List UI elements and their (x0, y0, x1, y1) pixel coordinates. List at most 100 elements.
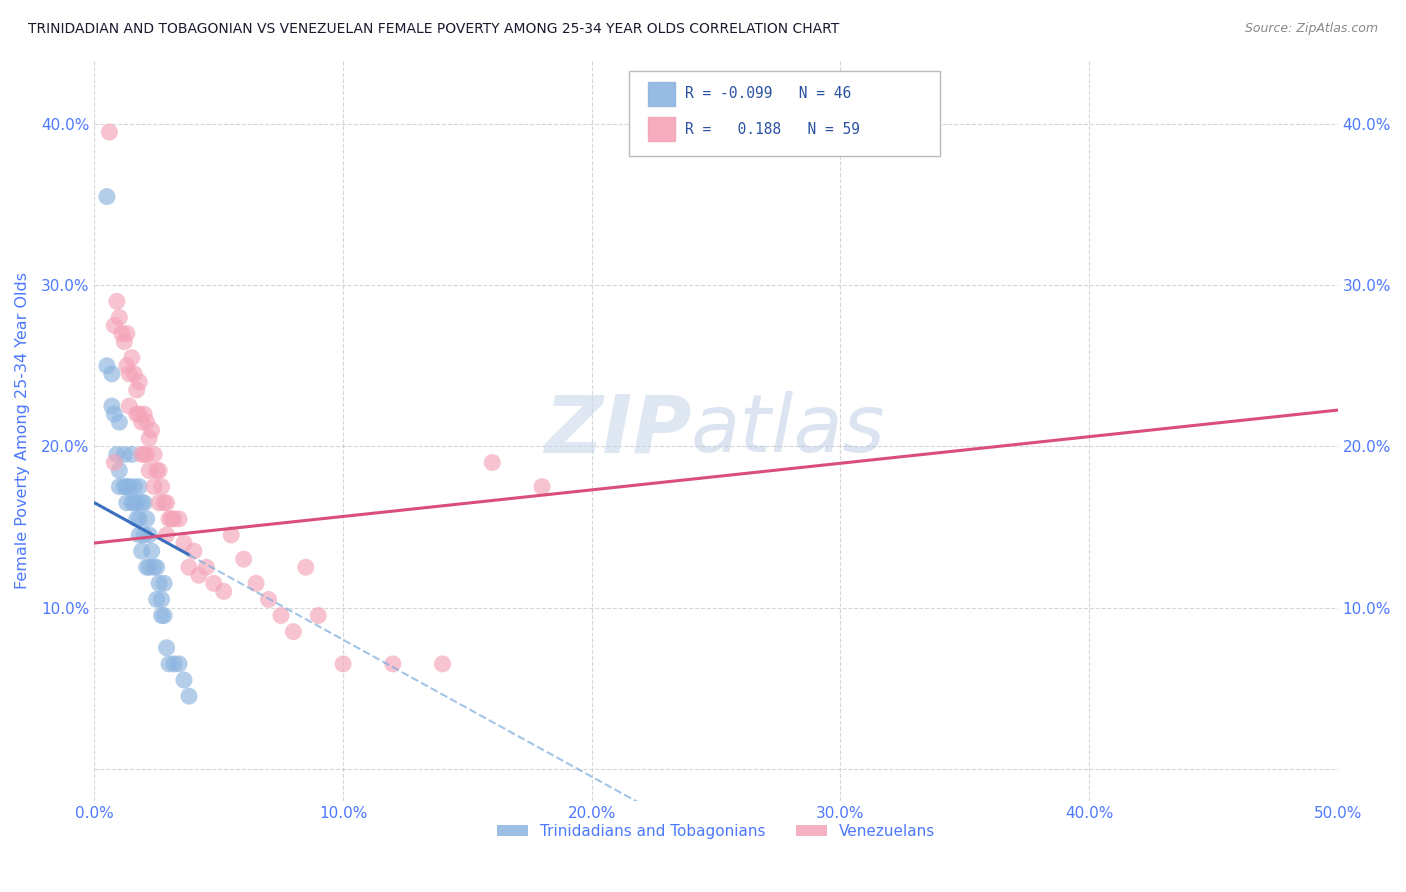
Point (167, 512, 190, 526)
Point (128, 528, 150, 542)
Point (283, 624, 305, 639)
Text: TRINIDADIAN AND TOBAGONIAN VS VENEZUELAN FEMALE POVERTY AMONG 25-34 YEAR OLDS CO: TRINIDADIAN AND TOBAGONIAN VS VENEZUELAN… (28, 22, 839, 37)
Point (128, 512, 150, 526)
Point (112, 480, 135, 494)
Point (125, 383, 148, 397)
Text: R = -0.099   N = 46: R = -0.099 N = 46 (685, 87, 851, 101)
Point (134, 496, 156, 510)
Point (101, 399, 124, 413)
Text: atlas: atlas (692, 392, 886, 469)
Text: ZIP: ZIP (544, 392, 692, 469)
Bar (648, 82, 675, 105)
Point (270, 608, 292, 623)
Point (145, 463, 167, 477)
Point (108, 310, 131, 325)
Point (115, 359, 138, 373)
Point (118, 480, 141, 494)
Point (141, 544, 163, 558)
Point (332, 657, 354, 671)
Point (381, 657, 404, 671)
Point (135, 512, 157, 526)
Point (148, 576, 170, 591)
Point (138, 463, 160, 477)
Point (219, 528, 242, 542)
Point (135, 415, 157, 429)
Point (145, 560, 167, 574)
Point (153, 576, 176, 591)
Point (128, 375, 150, 389)
Point (155, 496, 177, 510)
Point (202, 576, 225, 591)
Point (481, 455, 503, 469)
Point (122, 367, 145, 381)
Point (138, 431, 160, 445)
Point (163, 512, 186, 526)
Point (173, 673, 195, 687)
Point (307, 608, 329, 623)
Point (103, 455, 125, 469)
Point (121, 447, 143, 461)
Text: R =   0.188   N = 59: R = 0.188 N = 59 (685, 122, 860, 136)
Point (143, 480, 166, 494)
Point (112, 447, 135, 461)
Point (195, 560, 218, 574)
Point (143, 447, 166, 461)
Point (153, 608, 176, 623)
Point (138, 560, 160, 574)
Point (432, 657, 454, 671)
Point (131, 415, 153, 429)
Point (131, 496, 153, 510)
Point (173, 536, 195, 550)
Point (257, 592, 280, 607)
Point (167, 657, 190, 671)
Point (128, 480, 150, 494)
Point (245, 576, 267, 591)
Point (153, 496, 176, 510)
Point (98, 125, 121, 139)
Point (121, 496, 143, 510)
Point (115, 496, 138, 510)
Point (118, 399, 141, 413)
Point (187, 568, 209, 582)
Point (183, 544, 205, 558)
Point (177, 689, 200, 703)
Point (111, 326, 134, 341)
Point (115, 480, 138, 494)
Point (131, 544, 153, 558)
Legend: Trinidadians and Tobagonians, Venezuelans: Trinidadians and Tobagonians, Venezuelan… (491, 818, 941, 845)
Point (155, 528, 177, 542)
Point (128, 407, 150, 421)
Point (157, 512, 180, 526)
Point (134, 407, 156, 421)
Point (125, 512, 148, 526)
Point (135, 447, 157, 461)
Point (141, 423, 163, 437)
Point (121, 351, 143, 365)
Point (150, 592, 173, 607)
Point (108, 415, 131, 429)
Point (295, 560, 318, 574)
Point (134, 528, 156, 542)
Point (103, 318, 125, 333)
Point (108, 480, 131, 494)
Point (232, 552, 254, 566)
Point (177, 560, 200, 574)
Point (145, 592, 167, 607)
Point (125, 407, 148, 421)
Point (160, 512, 183, 526)
Y-axis label: Female Poverty Among 25-34 Year Olds: Female Poverty Among 25-34 Year Olds (15, 272, 30, 589)
Point (108, 463, 131, 477)
Bar (648, 118, 675, 141)
Point (105, 294, 128, 309)
Point (163, 657, 186, 671)
Point (96, 189, 118, 203)
Point (105, 447, 128, 461)
Point (148, 496, 170, 510)
Text: Source: ZipAtlas.com: Source: ZipAtlas.com (1244, 22, 1378, 36)
Point (155, 640, 177, 655)
Point (125, 496, 148, 510)
Point (101, 367, 124, 381)
Point (112, 334, 135, 349)
Point (96, 359, 118, 373)
Point (150, 608, 173, 623)
